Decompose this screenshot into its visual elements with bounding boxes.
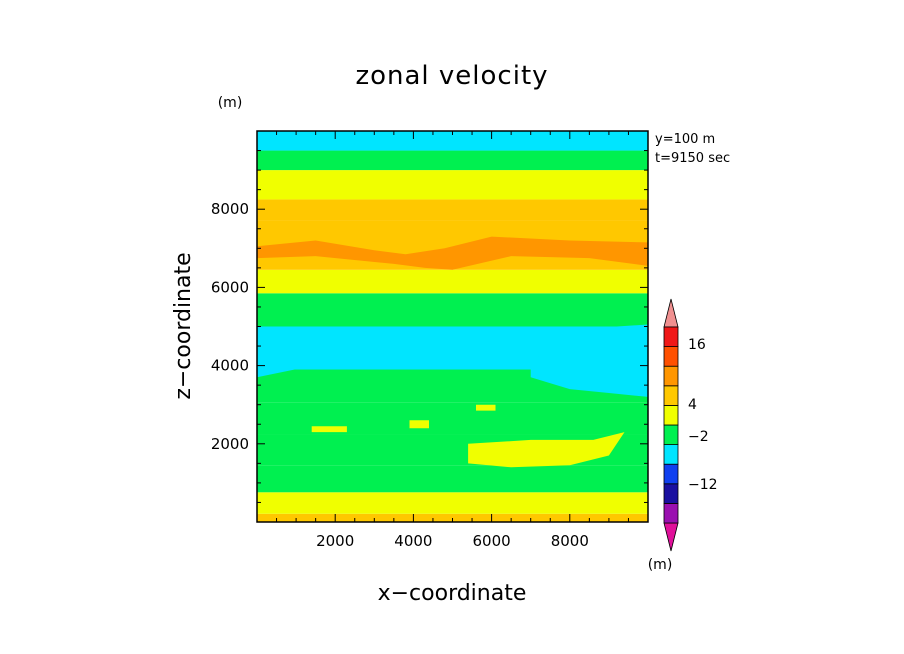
colorbar-unit: (m) — [648, 557, 673, 573]
colorbar-tick-label: 16 — [688, 337, 706, 353]
x-tick-label: 4000 — [394, 532, 432, 550]
colorbar-swatch-5 — [663, 404, 679, 426]
contour-band-8 — [257, 269, 648, 294]
colorbar-swatch-8 — [663, 346, 679, 367]
colorbar-swatch-0 — [663, 502, 679, 524]
colorbar-tick-label: 4 — [688, 397, 697, 413]
y-axis: 2000 4000 6000 8000 — [211, 150, 648, 503]
colorbar-tick-label: −12 — [688, 477, 718, 493]
colorbar-swatch-9 — [663, 326, 679, 348]
contour-band-0 — [257, 513, 648, 522]
colorbar-swatch-3 — [663, 444, 679, 465]
colorbar-high-arrow — [663, 298, 679, 328]
colorbar-swatch-4 — [663, 424, 679, 446]
contour-band-2 — [257, 465, 648, 493]
contour-patch-2 — [468, 432, 625, 468]
x-tick-label: 6000 — [473, 532, 511, 550]
y-tick-label: 8000 — [211, 200, 249, 218]
contour-band-1 — [257, 492, 648, 514]
x-axis-label: x−coordinate — [378, 581, 527, 606]
colorbar-low-arrow — [663, 522, 679, 552]
colorbar: 16 4 −2 −12 — [663, 298, 718, 552]
y-tick-label: 4000 — [211, 357, 249, 375]
x-tick-label: 8000 — [551, 532, 589, 550]
colorbar-swatch-2 — [663, 463, 679, 485]
contour-band-13 — [257, 131, 648, 151]
colorbar-tick-label: −2 — [688, 429, 709, 445]
contour-patch-6 — [257, 361, 343, 378]
y-tick-label: 6000 — [211, 278, 249, 296]
contour-patch-1 — [530, 324, 648, 397]
y-tick-label: 2000 — [211, 435, 249, 453]
plot-area — [257, 131, 648, 522]
x-tick-label: 2000 — [316, 532, 354, 550]
chart-title: zonal velocity — [355, 61, 548, 91]
contour-patch-4 — [409, 420, 429, 429]
contour-patch-5 — [476, 404, 496, 411]
annotation-y: y=100 m — [655, 132, 715, 147]
y-axis-label: z−coordinate — [171, 252, 196, 399]
contour-band-11 — [257, 170, 648, 200]
contour-band-12 — [257, 150, 648, 171]
contour-patch-3 — [311, 426, 347, 433]
x-axis: 2000 4000 6000 8000 — [276, 131, 629, 550]
colorbar-swatch-1 — [663, 483, 679, 504]
y-axis-unit: (m) — [218, 95, 243, 111]
contour-patch-0 — [257, 236, 648, 270]
contour-band-7 — [257, 293, 648, 327]
contour-band-10 — [257, 199, 648, 221]
annotation-t: t=9150 sec — [655, 151, 730, 166]
colorbar-swatch-7 — [663, 365, 679, 387]
colorbar-swatch-6 — [663, 385, 679, 406]
